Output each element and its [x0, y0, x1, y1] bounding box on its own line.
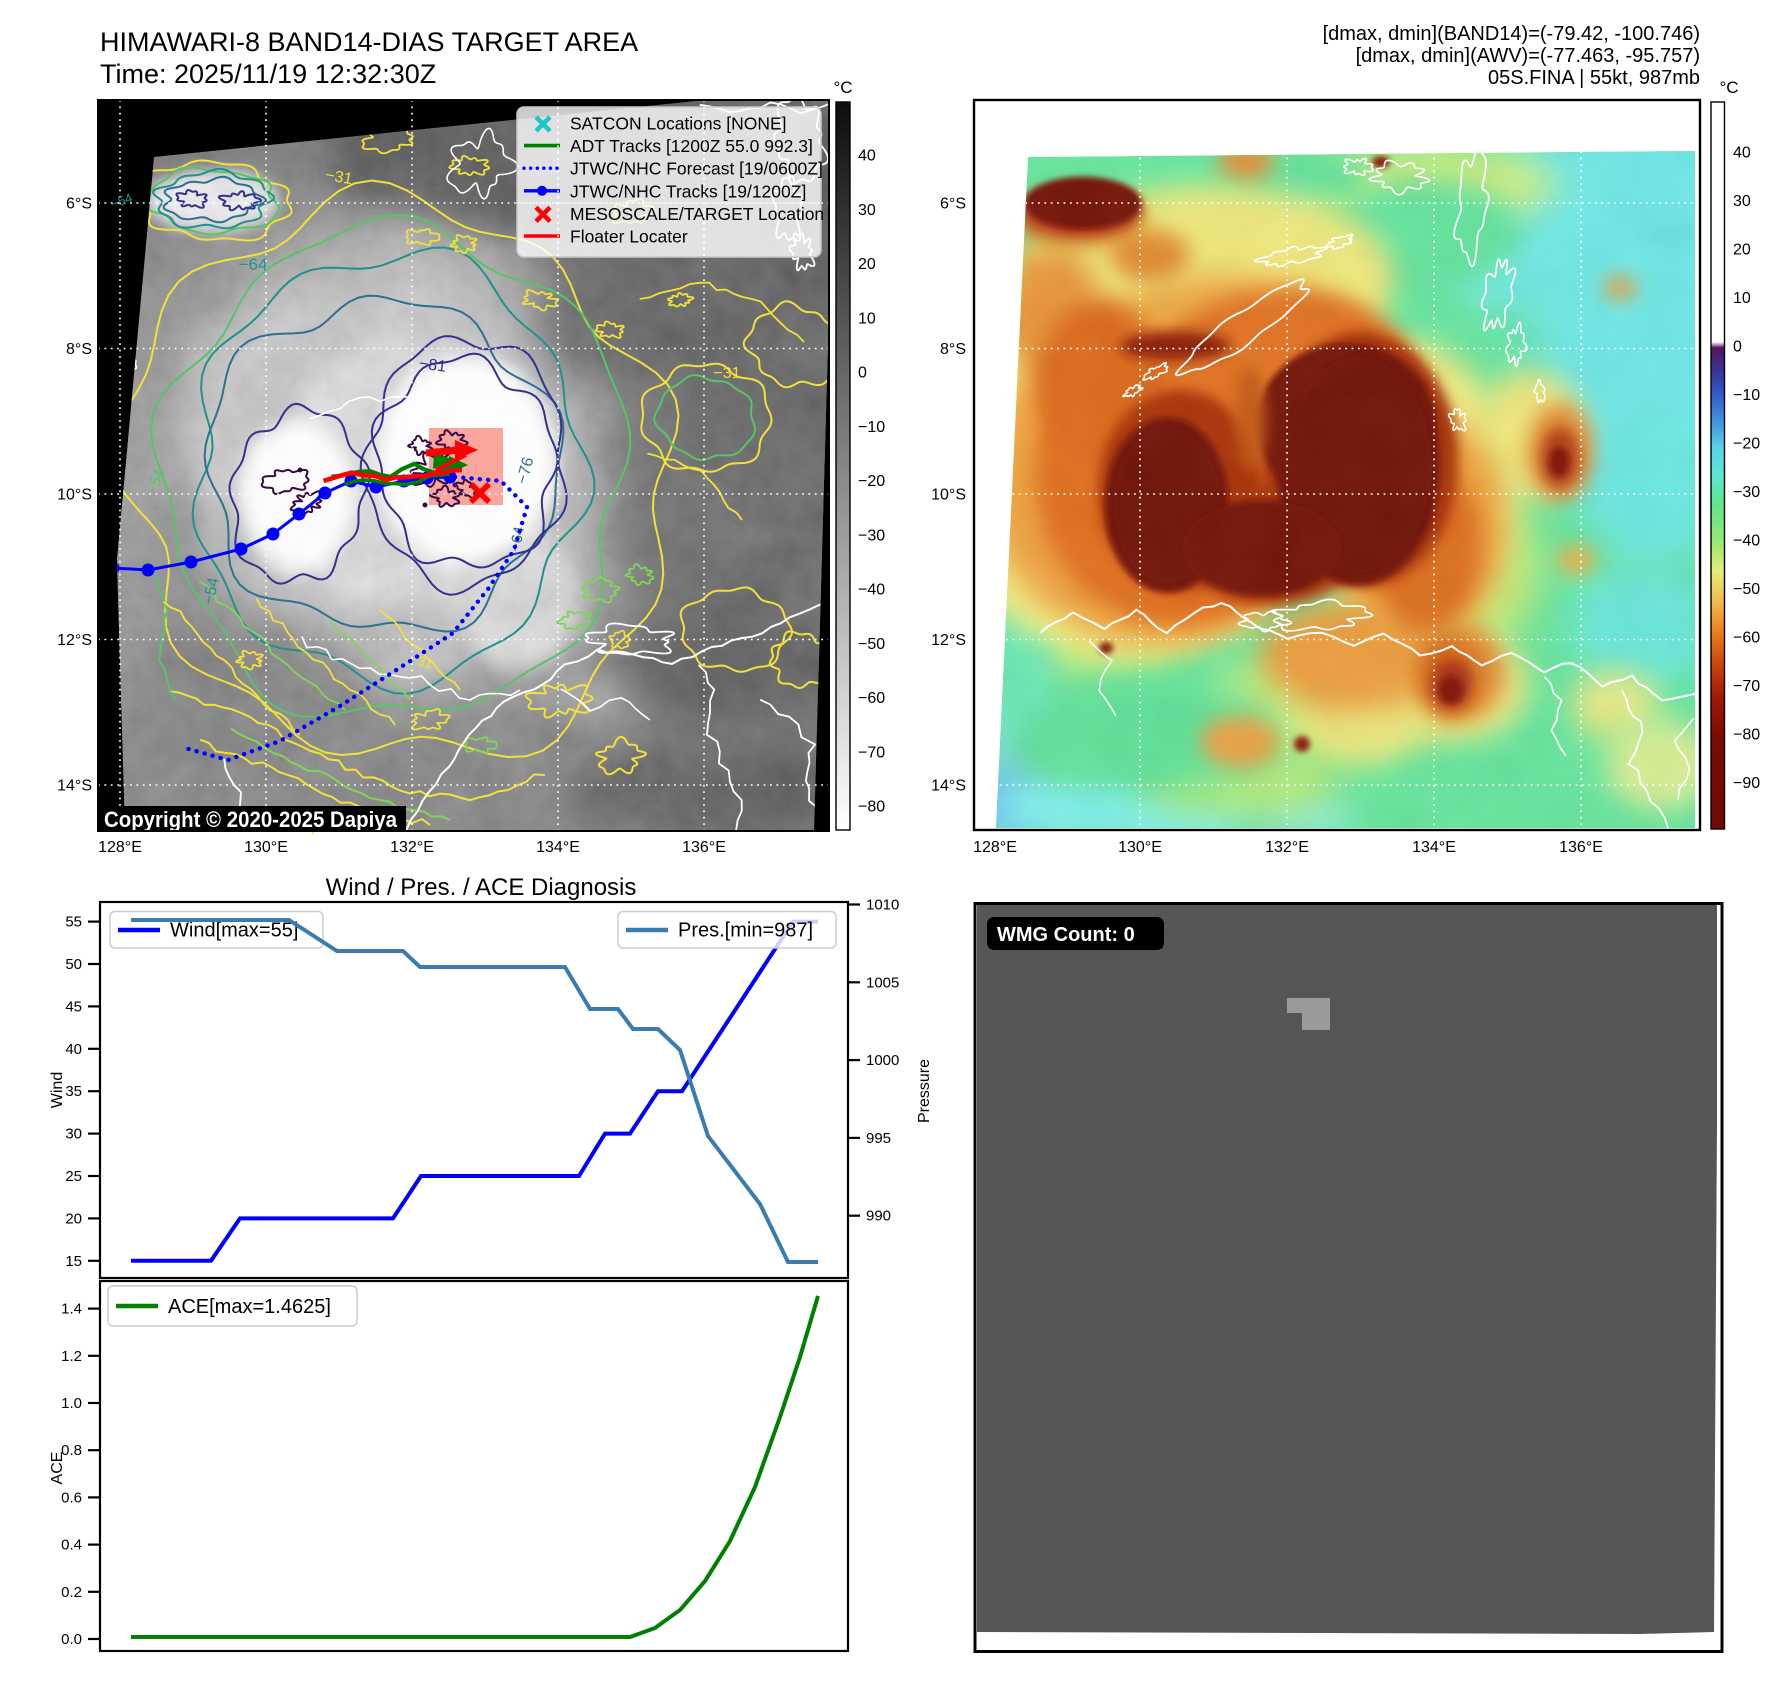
- svg-text:°C: °C: [833, 78, 852, 97]
- svg-text:40: 40: [1733, 145, 1751, 162]
- svg-text:−20: −20: [1733, 436, 1760, 453]
- svg-text:−81: −81: [418, 355, 447, 376]
- svg-text:JTWC/NHC Tracks [19/1200Z]: JTWC/NHC Tracks [19/1200Z]: [570, 181, 806, 201]
- svg-text:−20: −20: [858, 473, 885, 490]
- svg-text:1010: 1010: [866, 897, 899, 914]
- svg-text:1.4: 1.4: [61, 1301, 82, 1318]
- svg-text:20: 20: [858, 256, 876, 273]
- svg-text:0.8: 0.8: [61, 1442, 82, 1459]
- svg-text:HIMAWARI-8 BAND14-DIAS TARGET: HIMAWARI-8 BAND14-DIAS TARGET AREA: [100, 27, 638, 57]
- svg-text:40: 40: [858, 148, 876, 165]
- svg-text:−30: −30: [858, 527, 885, 544]
- svg-text:990: 990: [866, 1208, 891, 1225]
- svg-text:−80: −80: [858, 799, 885, 816]
- svg-text:−70: −70: [858, 744, 885, 761]
- svg-text:05S.FINA | 55kt, 987mb: 05S.FINA | 55kt, 987mb: [1488, 67, 1700, 89]
- svg-text:35: 35: [65, 1083, 82, 1100]
- svg-text:10°S: 10°S: [57, 487, 92, 504]
- svg-text:WMG Count: 0: WMG Count: 0: [997, 924, 1135, 946]
- svg-text:ACE[max=1.4625]: ACE[max=1.4625]: [168, 1296, 331, 1318]
- svg-text:[dmax, dmin](BAND14)=(-79.42,: [dmax, dmin](BAND14)=(-79.42, -100.746): [1323, 23, 1700, 45]
- svg-text:10: 10: [858, 310, 876, 327]
- svg-text:Pres.[min=987]: Pres.[min=987]: [678, 920, 813, 942]
- svg-text:128°E: 128°E: [98, 839, 142, 856]
- svg-text:0.2: 0.2: [61, 1584, 82, 1601]
- svg-text:6°S: 6°S: [66, 196, 92, 213]
- svg-text:−80: −80: [1733, 727, 1760, 744]
- svg-text:6°S: 6°S: [940, 196, 966, 213]
- svg-text:30: 30: [1733, 193, 1751, 210]
- svg-text:JTWC/NHC Forecast [19/0600Z]: JTWC/NHC Forecast [19/0600Z]: [570, 159, 823, 179]
- svg-text:12°S: 12°S: [931, 632, 966, 649]
- svg-text:[dmax, dmin](AWV)=(-77.463, -9: [dmax, dmin](AWV)=(-77.463, -95.757): [1356, 45, 1700, 67]
- svg-text:134°E: 134°E: [1412, 839, 1456, 856]
- svg-text:−90: −90: [1733, 775, 1760, 792]
- svg-text:−40: −40: [1733, 533, 1760, 550]
- svg-text:SATCON Locations [NONE]: SATCON Locations [NONE]: [570, 114, 787, 134]
- svg-text:995: 995: [866, 1130, 891, 1147]
- svg-text:15: 15: [65, 1253, 82, 1270]
- svg-text:MESOSCALE/TARGET Location: MESOSCALE/TARGET Location: [570, 204, 824, 224]
- svg-text:0.0: 0.0: [61, 1631, 82, 1648]
- svg-text:1.0: 1.0: [61, 1395, 82, 1412]
- svg-text:136°E: 136°E: [1559, 839, 1603, 856]
- svg-text:130°E: 130°E: [1118, 839, 1162, 856]
- svg-text:20: 20: [65, 1210, 82, 1227]
- svg-text:−60: −60: [858, 690, 885, 707]
- svg-text:−31: −31: [408, 650, 435, 672]
- svg-text:−10: −10: [858, 419, 885, 436]
- svg-text:128°E: 128°E: [973, 839, 1017, 856]
- svg-text:Wind[max=55]: Wind[max=55]: [170, 920, 298, 942]
- svg-text:°C: °C: [1719, 78, 1738, 97]
- svg-text:0.6: 0.6: [61, 1489, 82, 1506]
- svg-text:−10: −10: [1733, 387, 1760, 404]
- svg-text:0: 0: [858, 365, 867, 382]
- svg-text:10: 10: [1733, 290, 1751, 307]
- svg-text:−54: −54: [200, 576, 222, 606]
- svg-text:−50: −50: [1733, 581, 1760, 598]
- svg-text:−70: −70: [1733, 678, 1760, 695]
- svg-text:−30: −30: [1733, 484, 1760, 501]
- svg-text:30: 30: [65, 1126, 82, 1143]
- svg-text:55: 55: [65, 914, 82, 931]
- svg-text:12°S: 12°S: [57, 632, 92, 649]
- svg-text:132°E: 132°E: [390, 839, 434, 856]
- svg-text:10°S: 10°S: [931, 487, 966, 504]
- svg-text:45: 45: [65, 998, 82, 1015]
- svg-text:Wind / Pres. / ACE Diagnosis: Wind / Pres. / ACE Diagnosis: [326, 874, 637, 901]
- svg-text:8°S: 8°S: [66, 341, 92, 358]
- svg-text:14°S: 14°S: [931, 778, 966, 795]
- svg-text:0.4: 0.4: [61, 1537, 82, 1554]
- svg-text:−50: −50: [858, 636, 885, 653]
- svg-text:−31: −31: [713, 365, 740, 382]
- svg-text:8°S: 8°S: [940, 341, 966, 358]
- svg-text:1000: 1000: [866, 1052, 899, 1069]
- svg-text:−76: −76: [514, 455, 537, 486]
- svg-text:Copyright © 2020-2025 Dapiya: Copyright © 2020-2025 Dapiya: [104, 807, 398, 832]
- svg-text:1.2: 1.2: [61, 1348, 82, 1365]
- svg-text:1005: 1005: [866, 974, 899, 991]
- svg-text:Wind: Wind: [49, 1072, 66, 1108]
- svg-text:−40: −40: [858, 582, 885, 599]
- svg-text:134°E: 134°E: [536, 839, 580, 856]
- svg-text:132°E: 132°E: [1265, 839, 1309, 856]
- svg-text:Time: 2025/11/19 12:32:30Z: Time: 2025/11/19 12:32:30Z: [100, 59, 436, 89]
- svg-text:25: 25: [65, 1168, 82, 1185]
- svg-text:130°E: 130°E: [244, 839, 288, 856]
- svg-text:20: 20: [1733, 242, 1751, 259]
- svg-text:0: 0: [1733, 339, 1742, 356]
- svg-text:ADT Tracks [1200Z 55.0 992.3]: ADT Tracks [1200Z 55.0 992.3]: [570, 136, 813, 156]
- svg-text:ACE: ACE: [49, 1452, 66, 1485]
- svg-text:Pressure: Pressure: [916, 1059, 933, 1123]
- svg-text:−31: −31: [324, 167, 354, 188]
- svg-text:Floater Locater: Floater Locater: [570, 227, 688, 247]
- svg-text:14°S: 14°S: [57, 778, 92, 795]
- svg-text:40: 40: [65, 1041, 82, 1058]
- svg-text:30: 30: [858, 202, 876, 219]
- svg-text:−54: −54: [109, 190, 135, 212]
- svg-text:136°E: 136°E: [682, 839, 726, 856]
- svg-text:50: 50: [65, 956, 82, 973]
- svg-text:−60: −60: [1733, 630, 1760, 647]
- svg-text:−64: −64: [239, 255, 268, 274]
